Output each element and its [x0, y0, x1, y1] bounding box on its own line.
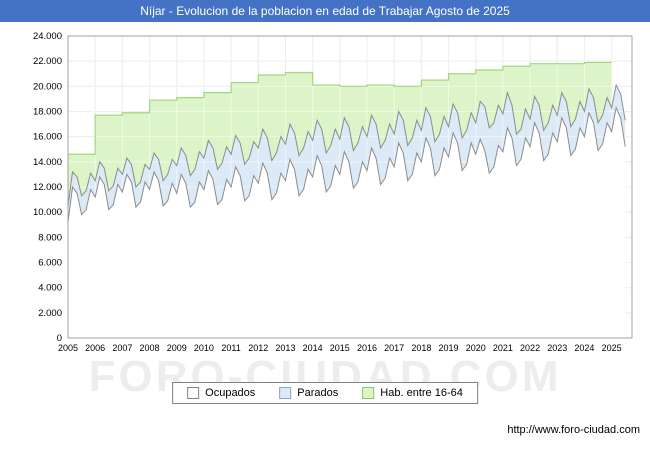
svg-text:2006: 2006	[85, 343, 105, 353]
footer-url[interactable]: http://www.foro-ciudad.com	[507, 424, 640, 436]
svg-text:6.000: 6.000	[38, 258, 62, 269]
svg-text:2021: 2021	[493, 343, 513, 353]
svg-text:2016: 2016	[357, 343, 377, 353]
legend-label-hab-16-64: Hab. entre 16-64	[380, 387, 463, 399]
legend-item-parados: Parados	[279, 387, 338, 399]
legend-item-hab-16-64: Hab. entre 16-64	[362, 387, 463, 399]
svg-text:2017: 2017	[384, 343, 404, 353]
svg-text:10.000: 10.000	[33, 207, 62, 218]
svg-text:2.000: 2.000	[38, 308, 62, 319]
svg-text:2023: 2023	[547, 343, 567, 353]
svg-text:8.000: 8.000	[38, 232, 62, 243]
svg-text:2022: 2022	[520, 343, 540, 353]
legend-label-ocupados: Ocupados	[205, 387, 256, 399]
legend-swatch-hab-16-64	[362, 387, 375, 399]
legend-label-parados: Parados	[297, 387, 339, 399]
svg-text:12.000: 12.000	[33, 182, 62, 193]
legend-item-ocupados: Ocupados	[187, 387, 255, 399]
svg-text:2020: 2020	[466, 343, 486, 353]
svg-text:2012: 2012	[248, 343, 268, 353]
svg-text:22.000: 22.000	[33, 56, 62, 67]
svg-text:14.000: 14.000	[33, 157, 62, 168]
svg-text:2005: 2005	[58, 343, 78, 353]
svg-text:2007: 2007	[112, 343, 132, 353]
svg-text:2019: 2019	[439, 343, 459, 353]
svg-text:2008: 2008	[140, 343, 160, 353]
svg-text:20.000: 20.000	[33, 81, 62, 92]
legend: Ocupados Parados Hab. entre 16-64	[172, 382, 478, 404]
legend-swatch-ocupados	[187, 387, 200, 399]
svg-text:16.000: 16.000	[33, 132, 62, 143]
svg-text:2018: 2018	[411, 343, 431, 353]
population-chart: 0 2.000 4.000 6.000 8.000 10.000 12.000 14.000 1…	[33, 31, 633, 353]
svg-text:2011: 2011	[221, 343, 240, 353]
svg-text:2024: 2024	[574, 343, 594, 353]
svg-text:2015: 2015	[330, 343, 350, 353]
title-bar: Níjar - Evolucion de la poblacion en eda…	[0, 0, 650, 22]
svg-text:18.000: 18.000	[33, 107, 62, 118]
svg-text:2013: 2013	[275, 343, 295, 353]
svg-text:4.000: 4.000	[38, 283, 62, 294]
svg-text:2009: 2009	[167, 343, 187, 353]
legend-swatch-parados	[279, 387, 292, 399]
svg-text:2025: 2025	[602, 343, 622, 353]
svg-text:2010: 2010	[194, 343, 214, 353]
svg-text:0: 0	[57, 333, 62, 344]
svg-text:2014: 2014	[303, 343, 323, 353]
svg-text:24.000: 24.000	[33, 31, 62, 42]
